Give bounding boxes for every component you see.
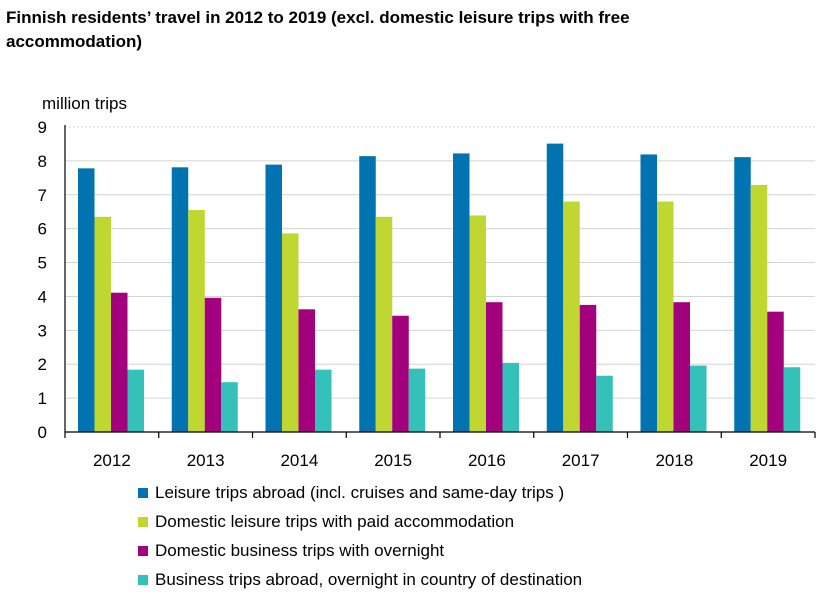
legend-item: Domestic business trips with overnight bbox=[138, 536, 582, 565]
bar-2013-series-3 bbox=[204, 297, 222, 432]
bar-2019-series-4 bbox=[783, 367, 801, 432]
bar-2012-series-2 bbox=[94, 216, 111, 432]
bar-2013-series-1 bbox=[171, 167, 189, 433]
y-tick-label: 5 bbox=[38, 254, 47, 273]
y-axis-label: million trips bbox=[42, 94, 127, 113]
bar-2019-series-3 bbox=[767, 311, 784, 432]
bar-2019-series-1 bbox=[734, 157, 751, 432]
bar-2012-series-3 bbox=[111, 292, 128, 432]
legend-swatch bbox=[138, 574, 148, 585]
bar-2013-series-2 bbox=[188, 210, 205, 432]
y-tick-label: 4 bbox=[38, 287, 47, 306]
bar-2014-series-3 bbox=[298, 309, 315, 432]
x-tick-label: 2015 bbox=[374, 451, 412, 470]
bar-2017-series-2 bbox=[563, 201, 580, 432]
bar-2015-series-1 bbox=[359, 156, 376, 432]
bar-2014-series-1 bbox=[265, 164, 282, 432]
x-tick-label: 2013 bbox=[187, 451, 225, 470]
x-tick-label: 2018 bbox=[655, 451, 693, 470]
bar-2014-series-2 bbox=[282, 233, 299, 432]
bar-2015-series-4 bbox=[408, 368, 426, 432]
bar-2017-series-3 bbox=[579, 304, 597, 432]
bar-2012-series-1 bbox=[78, 168, 95, 432]
legend-swatch bbox=[138, 487, 148, 498]
bar-2017-series-4 bbox=[596, 375, 613, 432]
legend-swatch bbox=[138, 516, 148, 527]
bar-2015-series-3 bbox=[392, 315, 409, 432]
chart-title: Finnish residents’ travel in 2012 to 201… bbox=[6, 8, 630, 51]
legend-item: Business trips abroad, overnight in coun… bbox=[138, 565, 582, 594]
y-tick-label: 7 bbox=[38, 186, 47, 205]
bar-2016-series-4 bbox=[502, 362, 519, 432]
bar-2019-series-2 bbox=[750, 184, 768, 432]
bar-2018-series-2 bbox=[657, 201, 674, 432]
bar-2016-series-2 bbox=[469, 215, 486, 432]
bar-2015-series-2 bbox=[375, 216, 393, 432]
legend-label: Leisure trips abroad (incl. cruises and … bbox=[155, 482, 565, 502]
legend-item: Domestic leisure trips with paid accommo… bbox=[138, 507, 582, 536]
y-tick-label: 9 bbox=[38, 118, 47, 137]
legend-label: Business trips abroad, overnight in coun… bbox=[155, 569, 583, 589]
y-tick-label: 1 bbox=[38, 389, 47, 408]
x-tick-label: 2019 bbox=[749, 451, 787, 470]
bar-2016-series-3 bbox=[486, 302, 503, 432]
bar-2012-series-4 bbox=[127, 369, 144, 432]
y-tick-label: 8 bbox=[38, 152, 47, 171]
bar-2016-series-1 bbox=[453, 153, 470, 432]
legend-item: Leisure trips abroad (incl. cruises and … bbox=[138, 478, 582, 507]
x-tick-label: 2012 bbox=[93, 451, 131, 470]
x-tick-label: 2017 bbox=[562, 451, 600, 470]
y-tick-label: 6 bbox=[38, 220, 47, 239]
bar-2018-series-3 bbox=[673, 302, 690, 432]
y-tick-label: 2 bbox=[38, 355, 47, 374]
bar-2017-series-1 bbox=[546, 143, 564, 432]
x-tick-label: 2016 bbox=[468, 451, 506, 470]
legend-swatch bbox=[138, 545, 148, 556]
bar-2018-series-4 bbox=[690, 365, 707, 432]
x-tick-label: 2014 bbox=[280, 451, 318, 470]
bar-2014-series-4 bbox=[315, 369, 332, 432]
bar-2013-series-4 bbox=[221, 382, 238, 432]
bar-2018-series-1 bbox=[640, 154, 657, 432]
legend: Leisure trips abroad (incl. cruises and … bbox=[138, 478, 582, 594]
y-tick-label: 3 bbox=[38, 321, 47, 340]
legend-label: Domestic business trips with overnight bbox=[155, 540, 445, 560]
y-tick-label: 0 bbox=[38, 423, 47, 442]
legend-label: Domestic leisure trips with paid accommo… bbox=[155, 511, 515, 531]
